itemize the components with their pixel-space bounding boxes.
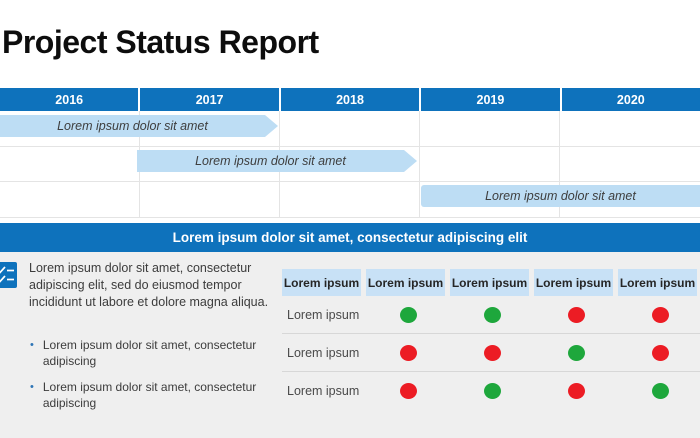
status-table-header: Lorem ipsum Lorem ipsum Lorem ipsum Lore…	[282, 269, 700, 296]
status-cell	[366, 344, 450, 361]
summary-paragraph: Lorem ipsum dolor sit amet, consectetur …	[29, 261, 269, 309]
checklist-icon	[0, 262, 17, 288]
bullet-list: • Lorem ipsum dolor sit amet, consectetu…	[30, 338, 268, 422]
status-dot	[483, 306, 501, 323]
status-cell	[366, 306, 450, 323]
timeline-year-2018: 2018	[281, 88, 422, 111]
timeline-bar-1: Lorem ipsum dolor sit amet	[0, 115, 278, 137]
table-row: Lorem ipsum	[282, 334, 700, 372]
row-label: Lorem ipsum	[287, 345, 360, 360]
timeline-bar-3: Lorem ipsum dolor sit amet	[421, 185, 700, 207]
table-row: Lorem ipsum	[282, 372, 700, 410]
status-dot	[399, 306, 417, 323]
status-dot	[651, 306, 669, 323]
bullet-text: Lorem ipsum dolor sit amet, consectetur …	[42, 338, 257, 368]
status-cell	[618, 383, 700, 399]
status-dot	[399, 344, 417, 361]
status-cell	[534, 344, 618, 361]
timeline-year-2016: 2016	[0, 88, 141, 111]
bullet-text: Lorem ipsum dolor sit amet, consectetur …	[42, 380, 257, 410]
status-cell	[618, 344, 700, 361]
timeline-bar-label: Lorem ipsum dolor sit amet	[195, 154, 346, 168]
gridline-horizontal	[0, 146, 700, 147]
status-dot	[483, 344, 501, 361]
bullet-marker: •	[30, 339, 34, 351]
status-cell	[450, 383, 534, 399]
section-banner: Lorem ipsum dolor sit amet, consectetur …	[0, 223, 700, 252]
timeline-year-2020: 2020	[616, 92, 645, 107]
status-dot	[567, 344, 585, 361]
column-header: Lorem ipsum	[366, 269, 445, 296]
status-dot	[651, 383, 669, 399]
timeline-year-2019: 2019	[421, 88, 562, 111]
status-table: Lorem ipsum Lorem ipsum Lorem ipsum Lore…	[282, 269, 700, 410]
status-cell	[534, 306, 618, 323]
timeline-bar-2: Lorem ipsum dolor sit amet	[137, 150, 417, 172]
timeline-year-header: 2016 2017 2018 2019 2020	[0, 88, 700, 111]
list-item: • Lorem ipsum dolor sit amet, consectetu…	[30, 338, 268, 369]
status-dot	[567, 383, 585, 399]
row-label: Lorem ipsum	[287, 384, 360, 398]
timeline-bar-label: Lorem ipsum dolor sit amet	[485, 189, 636, 203]
timeline-year-2017: 2017	[140, 88, 281, 111]
status-cell	[534, 383, 618, 399]
status-dot	[567, 306, 585, 323]
column-header: Lorem ipsum	[618, 269, 697, 296]
gridline-horizontal	[0, 181, 700, 182]
status-cell	[366, 383, 450, 399]
timeline-bar-label: Lorem ipsum dolor sit amet	[57, 119, 208, 133]
gridline-vertical	[419, 111, 420, 218]
timeline-grid: Lorem ipsum dolor sit amet Lorem ipsum d…	[0, 111, 700, 218]
bullet-marker: •	[30, 381, 34, 393]
section-banner-text: Lorem ipsum dolor sit amet, consectetur …	[172, 230, 528, 245]
column-header: Lorem ipsum	[534, 269, 613, 296]
list-item: • Lorem ipsum dolor sit amet, consectetu…	[30, 380, 268, 411]
summary-panel: Lorem ipsum dolor sit amet, consectetur …	[0, 252, 700, 438]
status-cell	[618, 306, 700, 323]
gridline-vertical	[559, 111, 560, 218]
status-cell	[450, 306, 534, 323]
status-dot	[483, 383, 501, 399]
status-cell	[450, 344, 534, 361]
page-title: Project Status Report	[2, 24, 319, 60]
gridline-horizontal	[0, 217, 700, 218]
status-dot	[399, 383, 417, 399]
row-label: Lorem ipsum	[287, 307, 360, 322]
table-row: Lorem ipsum	[282, 296, 700, 334]
column-header: Lorem ipsum	[450, 269, 529, 296]
column-header: Lorem ipsum	[282, 269, 361, 296]
status-dot	[651, 344, 669, 361]
